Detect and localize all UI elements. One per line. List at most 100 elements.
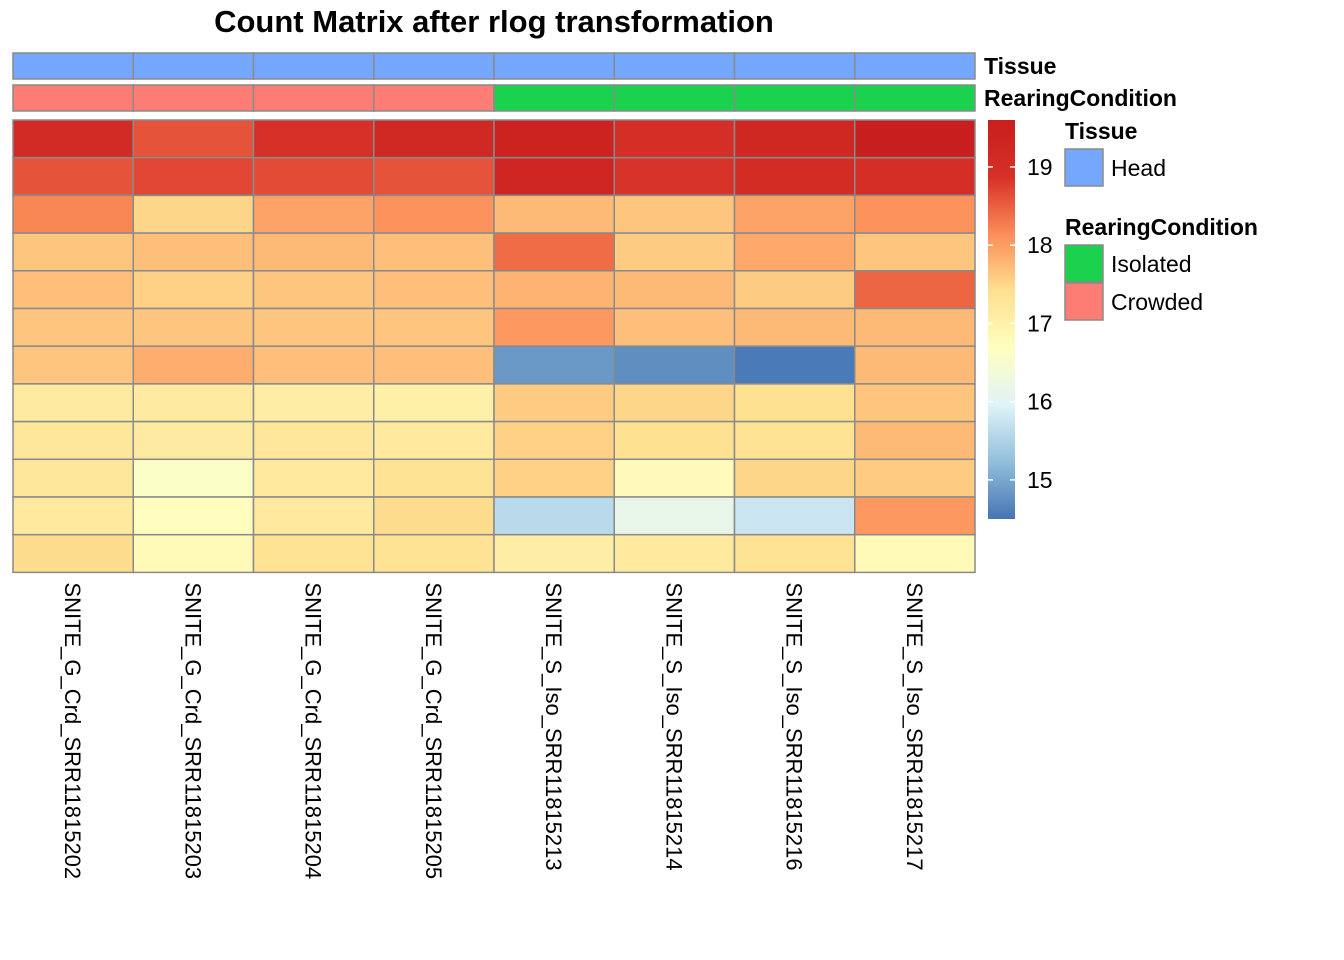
heatmap-cell-r2-c1 <box>132 194 255 234</box>
heatmap-cell-r9-c5 <box>613 458 736 498</box>
annotation-cell-tissue-4 <box>493 52 615 80</box>
column-label-4: SNITE_S_Iso_SRR11815213 <box>541 582 566 870</box>
heatmap-cell-r8-c4 <box>493 420 615 461</box>
heatmap-cell-r4-c5 <box>613 270 736 310</box>
annotation-cell-rearingcondition-3 <box>373 84 495 112</box>
heatmap-cell-r5-c4 <box>493 307 615 347</box>
heatmap-cell-r5-c0 <box>12 307 134 347</box>
annotation-cell-rearingcondition-5 <box>613 84 736 112</box>
heatmap-cell-r7-c3 <box>373 383 495 423</box>
heatmap-cell-r7-c1 <box>132 383 255 423</box>
heatmap-cell-r1-c5 <box>613 156 736 197</box>
heatmap-cell-r2-c2 <box>252 194 375 234</box>
column-label-2: SNITE_G_Crd_SRR11815204 <box>301 582 326 879</box>
heatmap-cell-r5-c2 <box>252 307 375 347</box>
heatmap-cell-r0-c3 <box>373 119 495 159</box>
heatmap-cell-r7-c6 <box>733 383 856 423</box>
heatmap-cell-r3-c3 <box>373 232 495 272</box>
heatmap-cell-r8-c6 <box>733 420 856 461</box>
heatmap-cell-r6-c0 <box>12 345 134 385</box>
heatmap-cell-r5-c1 <box>132 307 255 347</box>
heatmap-cell-r9-c0 <box>12 458 134 498</box>
column-label-6: SNITE_S_Iso_SRR11815216 <box>782 582 807 870</box>
heatmap-cell-r5-c7 <box>854 307 976 347</box>
heatmap-cells <box>12 119 976 574</box>
heatmap-cell-r6-c6 <box>733 345 856 385</box>
color-scale-bar: 15 16 17 18 19 <box>988 120 1053 519</box>
annotation-legends: Tissue Head RearingCondition Isolated Crowde… <box>1064 118 1258 321</box>
heatmap-cell-r7-c2 <box>252 383 375 423</box>
heatmap-cell-r8-c2 <box>252 420 375 461</box>
heatmap-cell-r3-c0 <box>12 232 134 272</box>
heatmap-cell-r2-c7 <box>854 194 976 234</box>
color-scale-label-16: 16 <box>1027 389 1053 415</box>
column-label-7: SNITE_S_Iso_SRR11815217 <box>902 582 927 870</box>
heatmap-cell-r5-c6 <box>733 307 856 347</box>
legend-label-head: Head <box>1111 155 1166 181</box>
column-label-5: SNITE_S_Iso_SRR11815214 <box>661 582 686 870</box>
heatmap-cell-r10-c2 <box>252 496 375 536</box>
annotation-cell-tissue-0 <box>12 52 134 80</box>
heatmap-cell-r11-c3 <box>373 533 495 574</box>
column-label-3: SNITE_G_Crd_SRR11815205 <box>421 582 446 879</box>
heatmap-cell-r11-c6 <box>733 533 856 574</box>
heatmap-cell-r7-c0 <box>12 383 134 423</box>
heatmap-cell-r10-c1 <box>132 496 255 536</box>
heatmap-cell-r3-c2 <box>252 232 375 272</box>
heatmap-cell-r10-c5 <box>613 496 736 536</box>
annotation-cell-rearingcondition-7 <box>854 84 976 112</box>
heatmap-cell-r2-c4 <box>493 194 615 234</box>
heatmap-cell-r10-c7 <box>854 496 976 536</box>
heatmap-cell-r2-c0 <box>12 194 134 234</box>
heatmap-cell-r6-c3 <box>373 345 495 385</box>
annotation-cell-rearingcondition-2 <box>252 84 375 112</box>
column-label-1: SNITE_G_Crd_SRR11815203 <box>180 582 205 879</box>
color-scale-gradient <box>988 120 1015 519</box>
heatmap-cell-r0-c1 <box>132 119 255 159</box>
heatmap-cell-r4-c2 <box>252 270 375 310</box>
annotation-cell-tissue-5 <box>613 52 736 80</box>
heatmap-cell-r4-c4 <box>493 270 615 310</box>
annotation-label-rearingcondition: RearingCondition <box>984 85 1177 111</box>
heatmap-cell-r0-c7 <box>854 119 976 159</box>
annotation-cell-tissue-3 <box>373 52 495 80</box>
heatmap-cell-r9-c6 <box>733 458 856 498</box>
heatmap-cell-r0-c6 <box>733 119 856 159</box>
annotation-label-tissue: Tissue <box>984 53 1056 79</box>
heatmap-cell-r5-c5 <box>613 307 736 347</box>
heatmap-cell-r4-c7 <box>854 270 976 310</box>
legend-title-rearingcondition: RearingCondition <box>1065 214 1258 240</box>
annotation-cell-rearingcondition-4 <box>493 84 615 112</box>
annotation-cell-rearingcondition-6 <box>733 84 856 112</box>
heatmap-cell-r7-c5 <box>613 383 736 423</box>
color-scale-label-17: 17 <box>1027 310 1053 336</box>
heatmap-cell-r1-c0 <box>12 156 134 197</box>
heatmap-cell-r8-c3 <box>373 420 495 461</box>
heatmap-cell-r10-c0 <box>12 496 134 536</box>
heatmap-cell-r6-c5 <box>613 345 736 385</box>
legend-label-isolated: Isolated <box>1111 251 1192 277</box>
heatmap-cell-r3-c6 <box>733 232 856 272</box>
heatmap-cell-r4-c3 <box>373 270 495 310</box>
heatmap-cell-r9-c2 <box>252 458 375 498</box>
column-labels: SNITE_G_Crd_SRR11815202 SNITE_G_Crd_SRR11… <box>60 582 927 879</box>
heatmap-cell-r11-c2 <box>252 533 375 574</box>
annotation-cell-tissue-2 <box>252 52 375 80</box>
heatmap-cell-r4-c0 <box>12 270 134 310</box>
heatmap-cell-r1-c6 <box>733 156 856 197</box>
heatmap-cell-r10-c6 <box>733 496 856 536</box>
heatmap-cell-r0-c2 <box>252 119 375 159</box>
annotation-bars: Tissue RearingCondition <box>12 52 1177 112</box>
heatmap-cell-r3-c7 <box>854 232 976 272</box>
heatmap-cell-r11-c7 <box>854 533 976 574</box>
heatmap-cell-r8-c1 <box>132 420 255 461</box>
heatmap-cell-r7-c4 <box>493 383 615 423</box>
legend-swatch-head <box>1064 148 1104 187</box>
annotation-cell-tissue-6 <box>733 52 856 80</box>
annotation-cell-rearingcondition-0 <box>12 84 134 112</box>
column-label-0: SNITE_G_Crd_SRR11815202 <box>60 582 85 879</box>
heatmap-cell-r6-c1 <box>132 345 255 385</box>
heatmap-cell-r6-c2 <box>252 345 375 385</box>
heatmap-cell-r9-c3 <box>373 458 495 498</box>
